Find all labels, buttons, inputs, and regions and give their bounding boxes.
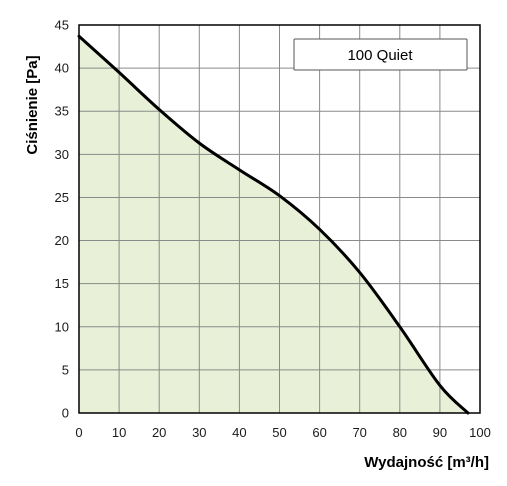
plot-frame [78, 24, 481, 414]
x-tick-label: 70 [352, 425, 366, 440]
y-tick-label: 20 [55, 233, 69, 248]
y-tick-labels: 0 5 10 15 20 25 30 35 40 45 [55, 18, 69, 421]
x-tick-label: 0 [75, 425, 82, 440]
x-tick-label: 80 [393, 425, 407, 440]
x-tick-label: 20 [152, 425, 166, 440]
y-tick-label: 10 [55, 319, 69, 334]
y-tick-label: 5 [62, 362, 69, 377]
legend-label: 100 Quiet [347, 47, 413, 64]
y-tick-label: 40 [55, 61, 69, 76]
y-tick-label: 15 [55, 276, 69, 291]
x-tick-label: 40 [232, 425, 246, 440]
x-tick-label: 30 [192, 425, 206, 440]
area-layer [79, 36, 468, 413]
y-tick-label: 45 [55, 18, 69, 33]
y-tick-label: 0 [62, 406, 69, 421]
x-tick-label: 50 [272, 425, 286, 440]
series-area [79, 36, 468, 413]
y-axis-title: Ciśnienie [Pa] [24, 55, 41, 154]
y-tick-label: 25 [55, 190, 69, 205]
x-tick-label: 90 [433, 425, 447, 440]
series-line [77, 34, 470, 415]
line-layer [77, 34, 470, 415]
x-tick-label: 60 [312, 425, 326, 440]
y-tick-label: 30 [55, 147, 69, 162]
x-axis-title: Wydajność [m³/h] [364, 454, 489, 471]
x-tick-label: 100 [469, 425, 491, 440]
legend: 100 Quiet [293, 38, 468, 71]
legend-box [293, 38, 468, 71]
x-tick-label: 10 [112, 425, 126, 440]
y-tick-label: 35 [55, 104, 69, 119]
x-tick-labels: 0 10 20 30 40 50 60 70 80 90 100 [75, 425, 490, 440]
